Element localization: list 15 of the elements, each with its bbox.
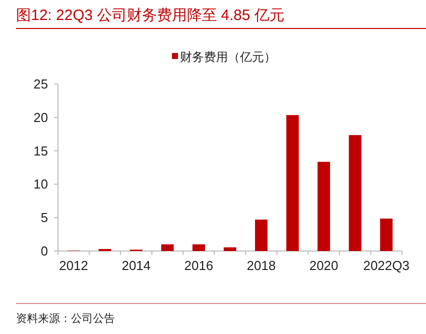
x-tick-label: 2014	[122, 258, 151, 273]
chart-title: 图12: 22Q3 公司财务费用降至 4.85 亿元	[16, 7, 284, 24]
y-tick-label: 10	[34, 176, 48, 192]
y-tick-label: 25	[34, 76, 48, 92]
x-tick-label: 2016	[184, 258, 214, 273]
x-tick-label: 2022Q3	[363, 258, 410, 273]
x-tick-label: 2018	[246, 258, 276, 273]
y-tick-label: 0	[40, 244, 48, 258]
text: 资料来源：公司公告	[16, 312, 115, 325]
y-tick-label: 20	[34, 110, 48, 125]
x-tick-label: 2020	[309, 258, 338, 273]
legend-label: 财务费用（亿元）	[180, 50, 276, 64]
y-tick-label: 15	[34, 143, 48, 158]
y-tick-label: 5	[40, 210, 48, 226]
x-tick-label: 2012	[59, 258, 88, 273]
